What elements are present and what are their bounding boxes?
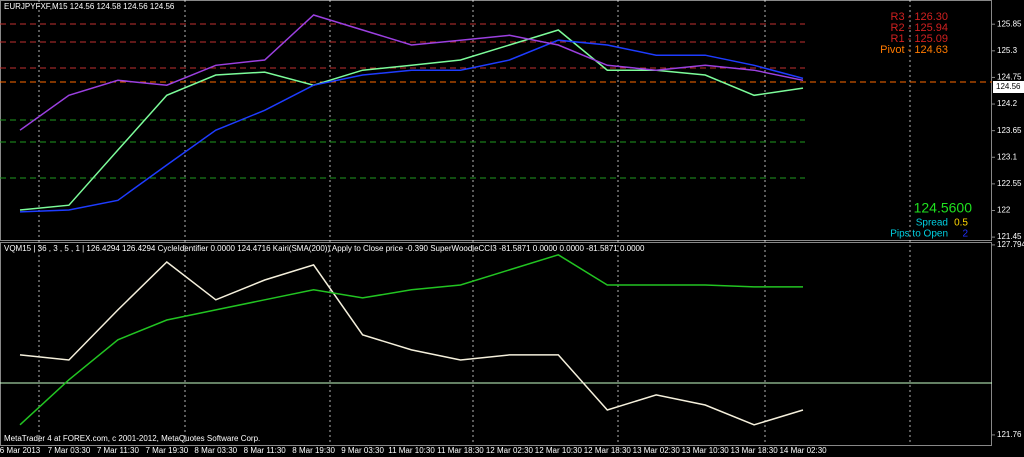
x-tick-label: 13 Mar 02:30 xyxy=(633,446,681,455)
pips-value: 2 xyxy=(962,229,968,240)
x-tick-label: 9 Mar 03:30 xyxy=(341,446,384,455)
pivot-label: R1 - 125.09 xyxy=(891,33,948,45)
day-separators xyxy=(38,0,911,445)
y-tick-label: 122 xyxy=(997,206,1011,215)
x-tick-label: 12 Mar 10:30 xyxy=(535,446,583,455)
price-tag-box xyxy=(993,81,1024,93)
x-tick-label: 12 Mar 18:30 xyxy=(584,446,632,455)
y-tick-label: 127.794 xyxy=(997,240,1024,249)
x-tick-label: 13 Mar 10:30 xyxy=(682,446,730,455)
series-line xyxy=(19,261,804,426)
spread-value: 0.5 xyxy=(954,218,968,229)
x-tick-label: 14 Mar 02:30 xyxy=(779,446,827,455)
x-tick-label: 11 Mar 10:30 xyxy=(388,446,435,455)
y-tick-label: 123.65 xyxy=(997,126,1022,135)
x-tick-label: 12 Mar 02:30 xyxy=(486,446,534,455)
y-tick-label: 125.3 xyxy=(997,46,1018,55)
pips-label: Pips to Open xyxy=(890,229,948,240)
y-tick-label: 122.55 xyxy=(997,179,1022,188)
x-tick-label: 7 Mar 19:30 xyxy=(145,446,188,455)
y-tick-label: 124.75 xyxy=(997,73,1022,82)
spread-label: Spread xyxy=(916,218,948,229)
y-tick-label: 121.45 xyxy=(997,232,1022,241)
y-tick-label: 124.2 xyxy=(997,99,1018,108)
price-tag: 124.56 xyxy=(996,82,1021,91)
series-line xyxy=(19,14,804,131)
x-tick-label: 6 Mar 2013 xyxy=(0,446,41,455)
x-tick-label: 7 Mar 11:30 xyxy=(97,446,140,455)
series-line xyxy=(19,29,804,211)
x-tick-label: 8 Mar 11:30 xyxy=(244,446,287,455)
x-tick-label: 7 Mar 03:30 xyxy=(48,446,91,455)
x-tick-label: 8 Mar 19:30 xyxy=(292,446,335,455)
x-tick-label: 8 Mar 03:30 xyxy=(194,446,237,455)
main-title: EURJPYFXF,M15 124.56 124.58 124.56 124.5… xyxy=(4,2,175,11)
pivot-label: Pivot - 124.63 xyxy=(880,44,948,56)
series-line xyxy=(19,39,804,213)
y-tick-label: 125.85 xyxy=(997,19,1022,28)
y-tick-label: 123.1 xyxy=(997,152,1018,161)
pivot-label: R3 - 126.30 xyxy=(891,11,948,23)
y-tick-label: 121.76 xyxy=(997,430,1022,439)
sub-title: VQM15 | 36 , 3 , 5 , 1 | 126.4294 126.42… xyxy=(4,244,645,253)
bid-readout: 124.5600 xyxy=(914,200,973,216)
series-line xyxy=(19,253,803,426)
x-tick-label: 13 Mar 18:30 xyxy=(731,446,779,455)
footer: MetaTrader 4 at FOREX.com, c 2001-2012, … xyxy=(4,434,260,443)
x-tick-label: 11 Mar 18:30 xyxy=(437,446,484,455)
sub-panel xyxy=(0,242,992,446)
pivot-label: R2 - 125.94 xyxy=(891,22,948,34)
